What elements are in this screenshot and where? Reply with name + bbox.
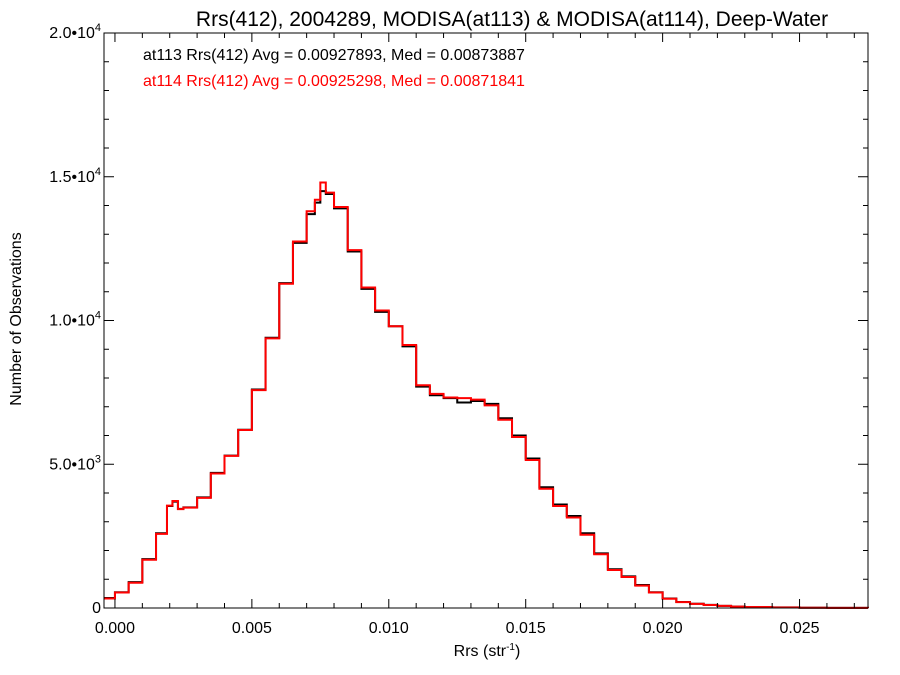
y-tick-label-exponent: 4 bbox=[95, 166, 101, 178]
series-line-2 bbox=[104, 181, 869, 609]
annotation-stats-1: at113 Rrs(412) Avg = 0.00927893, Med = 0… bbox=[143, 47, 525, 64]
x-axis: 0.000 0.005 0.010 0.015 0.020 0.025 bbox=[95, 33, 855, 637]
x-axis-label: Rrs (str-1) bbox=[454, 642, 521, 660]
y-tick-label-mantissa: 2.0•10 bbox=[49, 25, 95, 42]
y-tick-label-exponent: 4 bbox=[95, 22, 101, 34]
chart-title: Rrs(412), 2004289, MODISA(at113) & MODIS… bbox=[196, 8, 828, 31]
x-axis-label-main: Rrs (str bbox=[454, 643, 507, 660]
y-tick-label-exponent: 3 bbox=[95, 453, 101, 465]
x-tick-label: 0.015 bbox=[506, 620, 546, 637]
y-tick-label-exponent: 4 bbox=[95, 310, 101, 322]
y-tick-label-mantissa: 0 bbox=[92, 600, 101, 617]
annotations: at113 Rrs(412) Avg = 0.00927893, Med = 0… bbox=[143, 47, 525, 90]
annotation-stats-2: at114 Rrs(412) Avg = 0.00925298, Med = 0… bbox=[143, 73, 525, 90]
y-tick-label-mantissa: 1.0•10 bbox=[49, 313, 95, 330]
plot-frame bbox=[103, 32, 869, 609]
x-tick-label: 0.025 bbox=[780, 620, 820, 637]
y-tick-label-mantissa: 5.0•10 bbox=[49, 456, 95, 473]
x-axis-label-tail: ) bbox=[515, 643, 520, 660]
y-tick-label: 2.0•104 bbox=[49, 22, 101, 42]
x-tick-label: 0.010 bbox=[369, 620, 409, 637]
x-tick-label: 0.005 bbox=[232, 620, 272, 637]
y-tick-label: 5.0•103 bbox=[49, 453, 101, 473]
y-tick-label: 0 bbox=[92, 600, 101, 617]
series-group bbox=[104, 181, 869, 609]
y-tick-label: 1.5•104 bbox=[49, 166, 101, 186]
x-tick-label: 0.000 bbox=[95, 620, 135, 637]
x-tick-label: 0.020 bbox=[643, 620, 683, 637]
y-axis-label: Number of Observations bbox=[8, 232, 25, 405]
series-line-1 bbox=[104, 190, 869, 609]
x-axis-label-sup: -1 bbox=[506, 642, 515, 653]
y-tick-label-mantissa: 1.5•10 bbox=[49, 169, 95, 186]
y-tick-label: 1.0•104 bbox=[49, 310, 101, 330]
